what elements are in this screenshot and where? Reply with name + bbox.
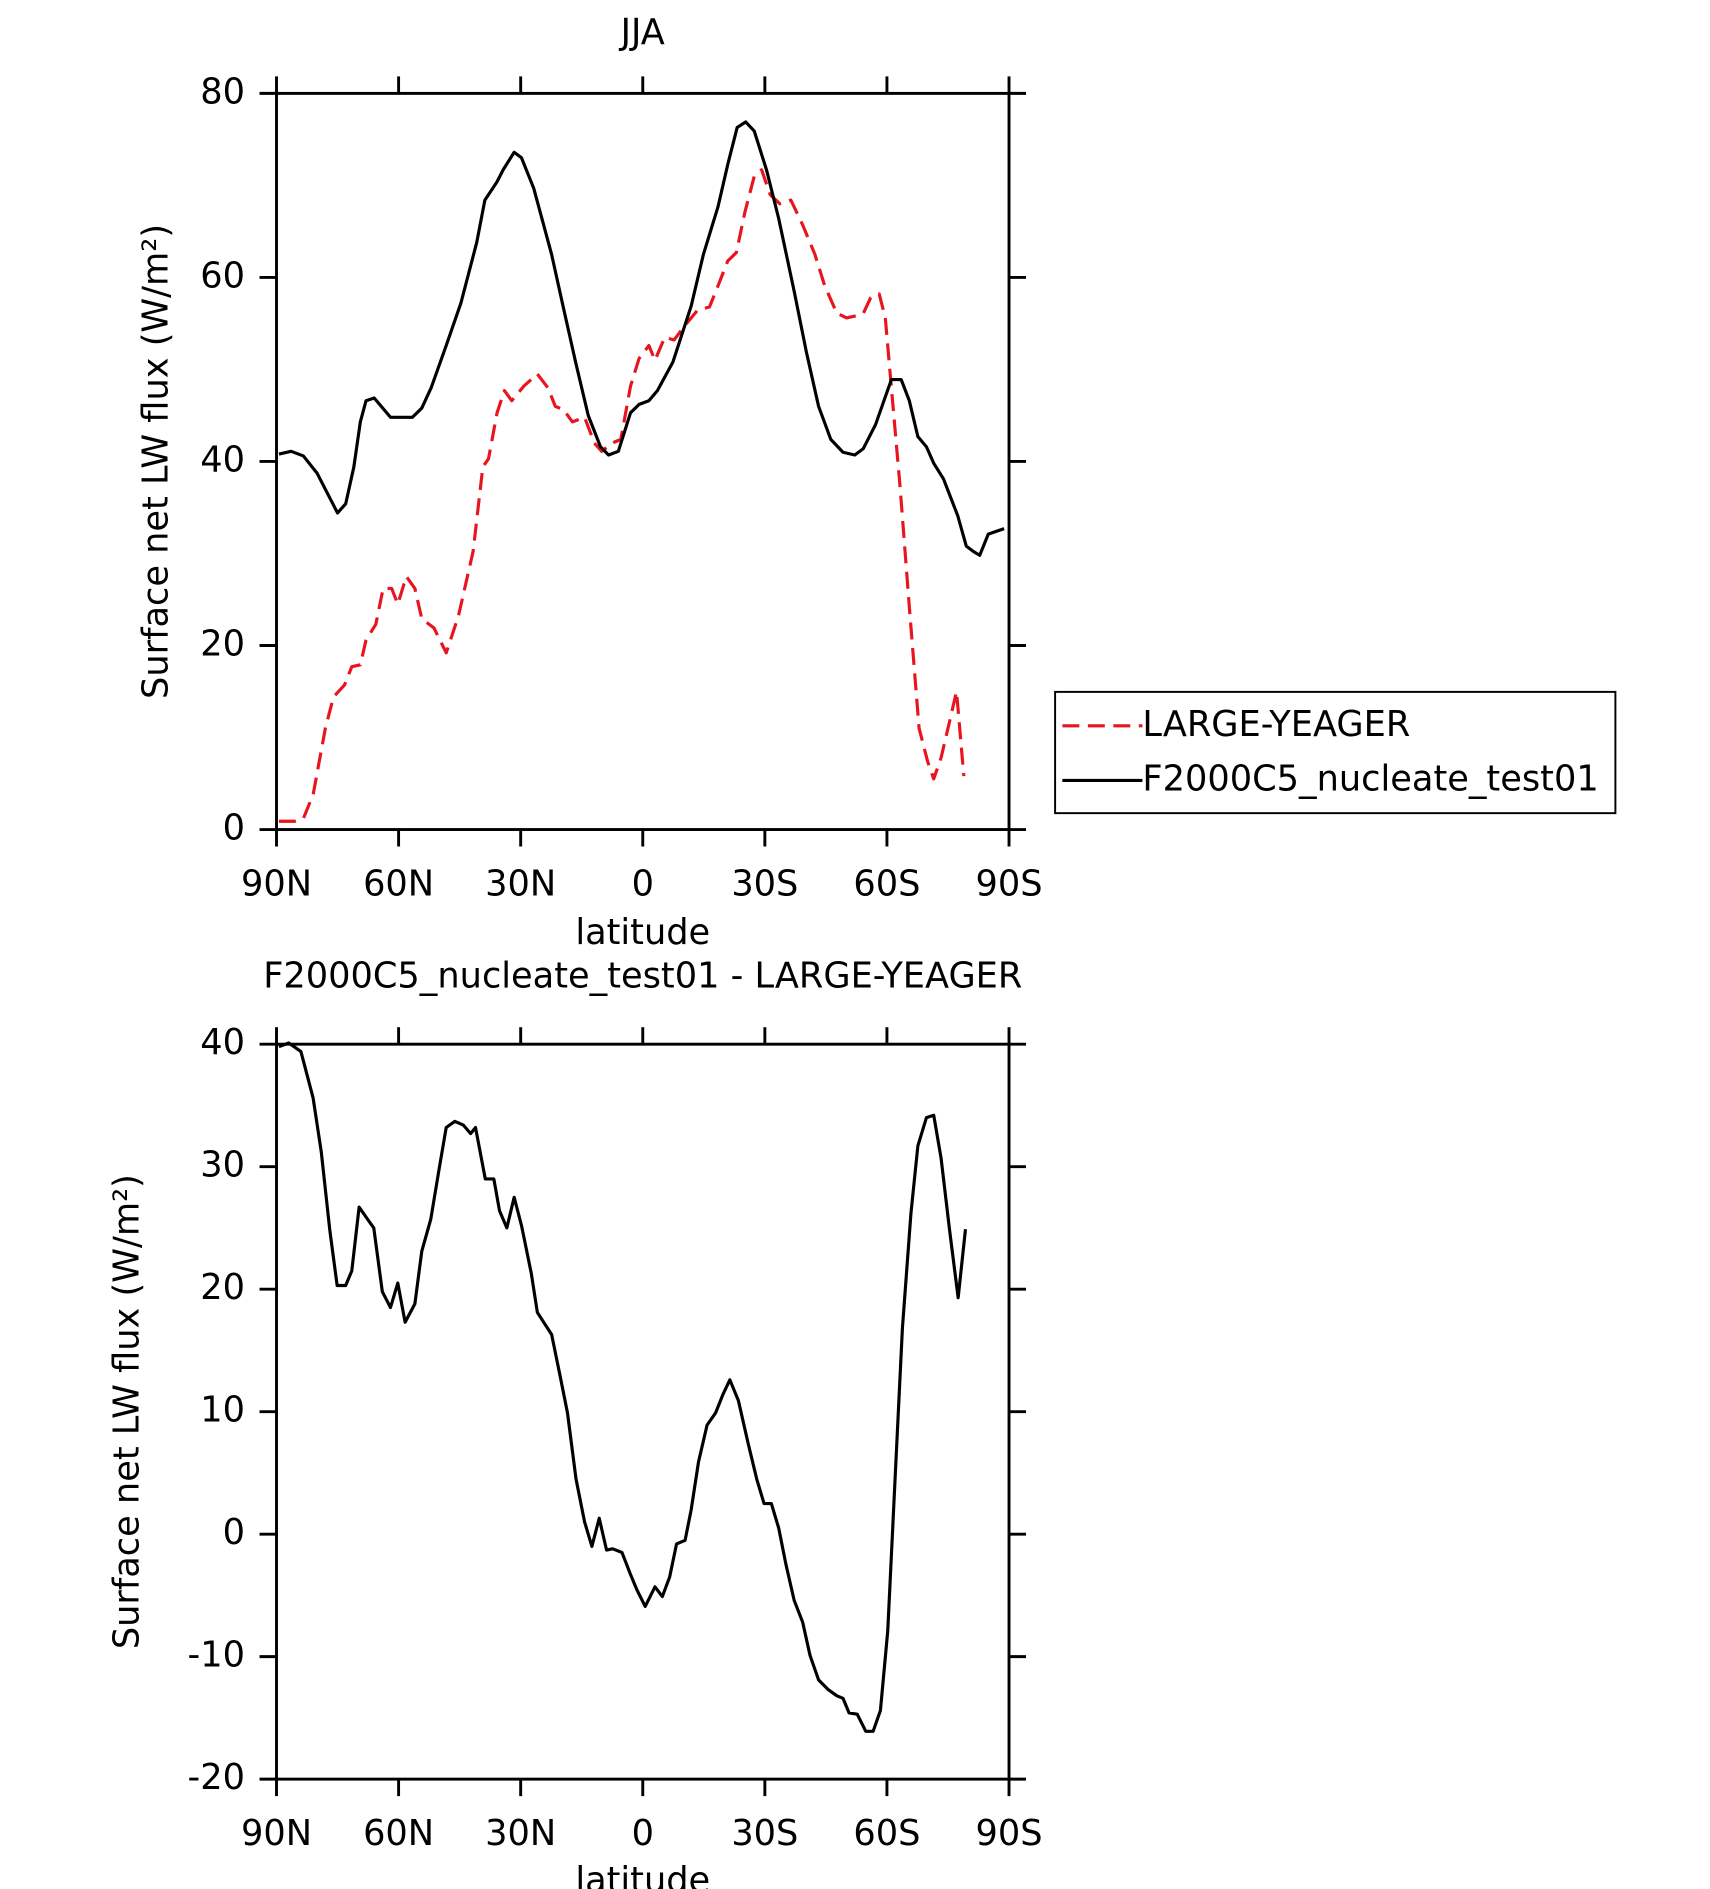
data-line <box>278 120 1005 557</box>
x-tick-label: 60S <box>853 863 920 904</box>
y-tick-label: 0 <box>223 1512 245 1553</box>
x-axis-label: latitude <box>575 1860 710 1889</box>
x-axis-label: latitude <box>575 912 710 953</box>
y-axis-label: Surface net LW flux (W/m²) <box>136 224 177 699</box>
y-tick-label: 40 <box>200 439 245 480</box>
legend-box <box>1054 690 1617 815</box>
x-tick-label: 90N <box>241 863 312 904</box>
y-tick-label: -20 <box>188 1757 245 1798</box>
x-tick-label: 90S <box>975 863 1042 904</box>
y-tick-label: 40 <box>200 1022 245 1063</box>
y-tick-label: 20 <box>200 623 245 664</box>
y-tick-label: 30 <box>200 1145 245 1186</box>
data-line <box>278 168 966 823</box>
y-tick-label: -10 <box>188 1635 245 1676</box>
x-tick-label: 90S <box>975 1813 1042 1854</box>
chart-title: JJA <box>619 12 665 53</box>
y-tick-label: 0 <box>223 808 245 849</box>
x-tick-label: 30N <box>485 863 556 904</box>
y-tick-label: 80 <box>200 71 245 112</box>
legend-label: LARGE-YEAGER <box>1142 704 1410 745</box>
x-tick-label: 30N <box>485 1813 556 1854</box>
data-line <box>278 1041 968 1733</box>
x-tick-label: 30S <box>731 1813 798 1854</box>
x-tick-label: 60S <box>853 1813 920 1854</box>
x-tick-label: 60N <box>363 863 434 904</box>
plot-frame <box>275 1042 1011 1781</box>
x-tick-label: 60N <box>363 1813 434 1854</box>
legend-label: F2000C5_nucleate_test01 <box>1142 758 1598 799</box>
y-tick-label: 20 <box>200 1267 245 1308</box>
y-tick-label: 60 <box>200 255 245 296</box>
x-tick-label: 90N <box>241 1813 312 1854</box>
x-tick-label: 30S <box>731 863 798 904</box>
y-axis-label: Surface net LW flux (W/m²) <box>107 1174 148 1649</box>
y-tick-label: 10 <box>200 1390 245 1431</box>
x-tick-label: 0 <box>632 863 654 904</box>
x-tick-label: 0 <box>632 1813 654 1854</box>
chart-title: F2000C5_nucleate_test01 - LARGE-YEAGER <box>263 955 1022 996</box>
plot-frame <box>275 91 1011 831</box>
